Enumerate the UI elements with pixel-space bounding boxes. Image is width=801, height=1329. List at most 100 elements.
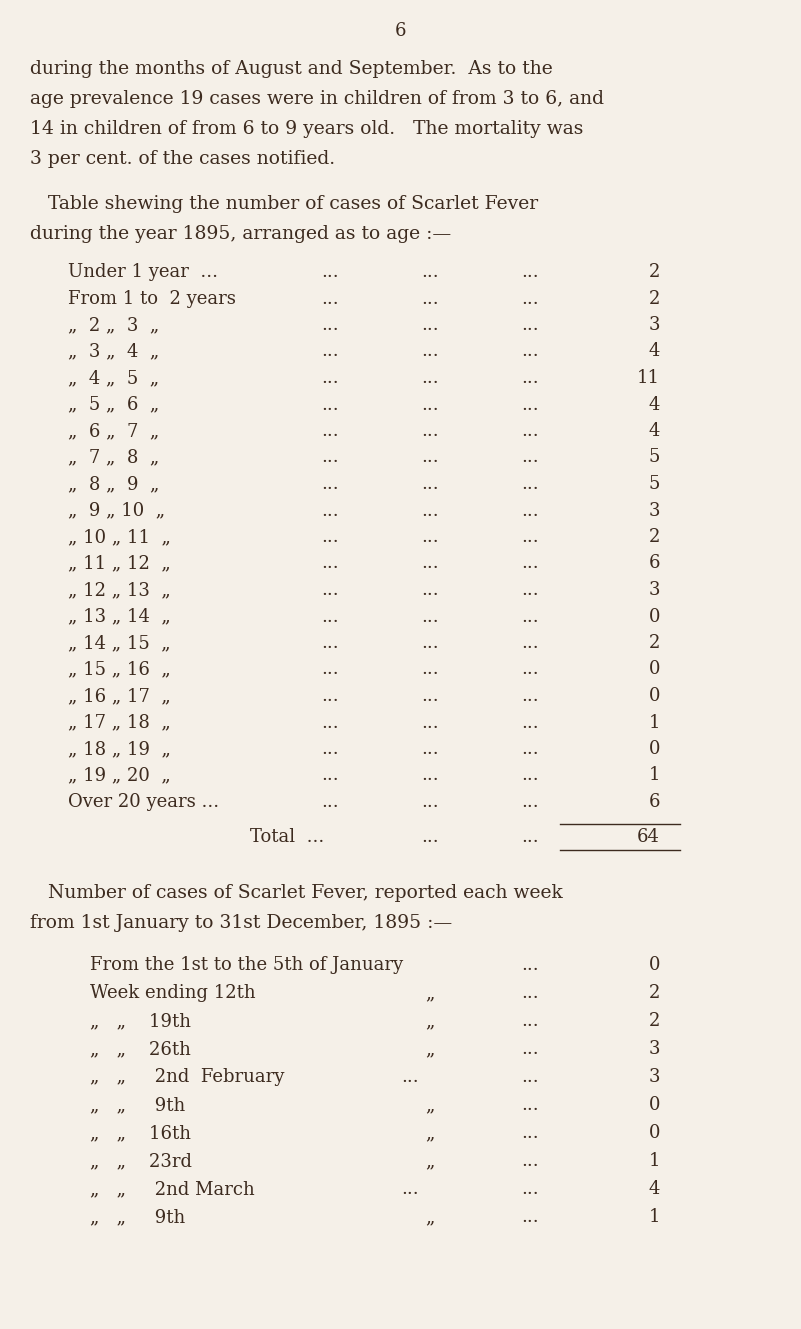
Text: „ 10 „ 11  „: „ 10 „ 11 „	[68, 528, 171, 546]
Text: „: „	[425, 1096, 435, 1115]
Text: 2: 2	[649, 634, 660, 653]
Text: „: „	[425, 1124, 435, 1143]
Text: ...: ...	[521, 581, 539, 599]
Text: ...: ...	[521, 740, 539, 758]
Text: age prevalence 19 cases were in children of from 3 to 6, and: age prevalence 19 cases were in children…	[30, 90, 604, 108]
Text: ...: ...	[521, 263, 539, 280]
Text: ...: ...	[421, 263, 439, 280]
Text: 0: 0	[649, 687, 660, 704]
Text: „ 16 „ 17  „: „ 16 „ 17 „	[68, 687, 171, 704]
Text: „ 12 „ 13  „: „ 12 „ 13 „	[68, 581, 171, 599]
Text: „   „     2nd  February: „ „ 2nd February	[90, 1069, 284, 1087]
Text: ...: ...	[521, 396, 539, 413]
Text: ...: ...	[421, 448, 439, 466]
Text: ...: ...	[321, 396, 339, 413]
Text: 2: 2	[649, 263, 660, 280]
Text: „ 11 „ 12  „: „ 11 „ 12 „	[68, 554, 171, 573]
Text: ...: ...	[521, 767, 539, 784]
Text: ...: ...	[321, 528, 339, 546]
Text: „: „	[425, 1041, 435, 1058]
Text: ...: ...	[421, 661, 439, 679]
Text: ...: ...	[321, 263, 339, 280]
Text: ...: ...	[521, 1152, 539, 1171]
Text: ...: ...	[321, 554, 339, 573]
Text: ...: ...	[321, 687, 339, 704]
Text: „   „     2nd March: „ „ 2nd March	[90, 1180, 255, 1199]
Text: 3: 3	[649, 316, 660, 334]
Text: „  2 „  3  „: „ 2 „ 3 „	[68, 316, 159, 334]
Text: 3 per cent. of the cases notified.: 3 per cent. of the cases notified.	[30, 150, 335, 167]
Text: ...: ...	[421, 828, 439, 845]
Text: 4: 4	[649, 1180, 660, 1199]
Text: ...: ...	[521, 423, 539, 440]
Text: 3: 3	[649, 1069, 660, 1087]
Text: 64: 64	[637, 828, 660, 845]
Text: „   „    23rd: „ „ 23rd	[90, 1152, 192, 1171]
Text: ...: ...	[421, 740, 439, 758]
Text: Total  ...: Total ...	[250, 828, 324, 845]
Text: during the year 1895, arranged as to age :—: during the year 1895, arranged as to age…	[30, 225, 451, 243]
Text: ...: ...	[421, 396, 439, 413]
Text: ...: ...	[521, 369, 539, 387]
Text: ...: ...	[521, 1180, 539, 1199]
Text: „ 13 „ 14  „: „ 13 „ 14 „	[68, 607, 171, 626]
Text: From the 1st to the 5th of January: From the 1st to the 5th of January	[90, 957, 403, 974]
Text: ...: ...	[421, 714, 439, 731]
Text: 0: 0	[649, 957, 660, 974]
Text: ...: ...	[321, 316, 339, 334]
Text: „  6 „  7  „: „ 6 „ 7 „	[68, 423, 159, 440]
Text: 0: 0	[649, 661, 660, 679]
Text: ...: ...	[421, 369, 439, 387]
Text: „ 14 „ 15  „: „ 14 „ 15 „	[68, 634, 171, 653]
Text: ...: ...	[321, 423, 339, 440]
Text: 4: 4	[649, 343, 660, 360]
Text: ...: ...	[521, 985, 539, 1002]
Text: Under 1 year  ...: Under 1 year ...	[68, 263, 218, 280]
Text: 0: 0	[649, 740, 660, 758]
Text: 1: 1	[649, 1152, 660, 1171]
Text: ...: ...	[321, 634, 339, 653]
Text: ...: ...	[321, 714, 339, 731]
Text: ...: ...	[521, 501, 539, 520]
Text: ...: ...	[321, 661, 339, 679]
Text: ...: ...	[421, 528, 439, 546]
Text: ...: ...	[321, 767, 339, 784]
Text: „: „	[425, 985, 435, 1002]
Text: 4: 4	[649, 423, 660, 440]
Text: „   „     9th: „ „ 9th	[90, 1096, 185, 1115]
Text: 2: 2	[649, 1013, 660, 1030]
Text: ...: ...	[521, 343, 539, 360]
Text: „   „    26th: „ „ 26th	[90, 1041, 191, 1058]
Text: ...: ...	[521, 1069, 539, 1087]
Text: „ 15 „ 16  „: „ 15 „ 16 „	[68, 661, 171, 679]
Text: ...: ...	[421, 554, 439, 573]
Text: ...: ...	[321, 343, 339, 360]
Text: 1: 1	[649, 714, 660, 731]
Text: ...: ...	[401, 1180, 419, 1199]
Text: 4: 4	[649, 396, 660, 413]
Text: 14 in children of from 6 to 9 years old.   The mortality was: 14 in children of from 6 to 9 years old.…	[30, 120, 583, 138]
Text: „   „    16th: „ „ 16th	[90, 1124, 191, 1143]
Text: „ 19 „ 20  „: „ 19 „ 20 „	[68, 767, 171, 784]
Text: from 1st January to 31st December, 1895 :—: from 1st January to 31st December, 1895 …	[30, 914, 453, 933]
Text: „   „    19th: „ „ 19th	[90, 1013, 191, 1030]
Text: From 1 to  2 years: From 1 to 2 years	[68, 290, 235, 307]
Text: 0: 0	[649, 1096, 660, 1115]
Text: ...: ...	[521, 661, 539, 679]
Text: ...: ...	[521, 448, 539, 466]
Text: „  9 „ 10  „: „ 9 „ 10 „	[68, 501, 165, 520]
Text: „: „	[425, 1152, 435, 1171]
Text: ...: ...	[321, 448, 339, 466]
Text: 3: 3	[649, 1041, 660, 1058]
Text: 3: 3	[649, 581, 660, 599]
Text: Week ending 12th: Week ending 12th	[90, 985, 256, 1002]
Text: Over 20 years ...: Over 20 years ...	[68, 793, 219, 811]
Text: 1: 1	[649, 1208, 660, 1227]
Text: „ 18 „ 19  „: „ 18 „ 19 „	[68, 740, 171, 758]
Text: 0: 0	[649, 1124, 660, 1143]
Text: ...: ...	[521, 607, 539, 626]
Text: ...: ...	[321, 290, 339, 307]
Text: 5: 5	[649, 474, 660, 493]
Text: Table shewing the number of cases of Scarlet Fever: Table shewing the number of cases of Sca…	[30, 195, 538, 213]
Text: 6: 6	[649, 554, 660, 573]
